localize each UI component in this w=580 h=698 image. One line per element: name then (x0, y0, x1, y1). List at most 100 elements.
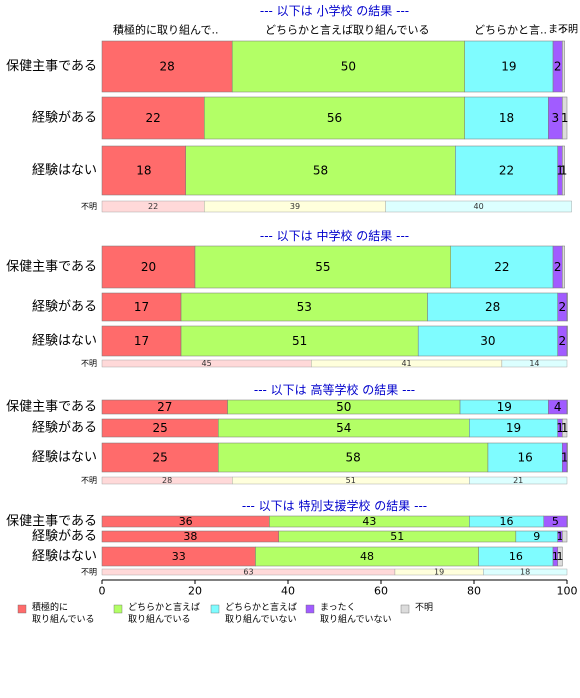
data-label: 28 (485, 300, 500, 314)
bar-segment (204, 96, 465, 140)
unknown-data-label: 63 (243, 568, 253, 577)
bar-segment (562, 530, 568, 543)
data-label: 27 (157, 400, 172, 414)
bar-segment (566, 325, 568, 357)
data-label: 51 (390, 530, 404, 543)
bar-segment (562, 96, 568, 140)
data-label: 2 (554, 260, 562, 274)
panel-title: --- 以下は 小学校 の結果 --- (260, 3, 409, 18)
column-header: どちらかと言えば取り組んでいる (265, 24, 429, 37)
data-label: 1 (556, 421, 564, 435)
legend-label: 取り組んでいる (32, 613, 95, 625)
unknown-data-label: 40 (474, 202, 484, 211)
data-label: 22 (494, 260, 509, 274)
data-label: 18 (499, 111, 514, 125)
panel-title: --- 以下は 中学校 の結果 --- (260, 228, 409, 243)
data-label: 33 (172, 550, 186, 563)
bar-segment (194, 245, 451, 289)
unknown-data-label: 28 (162, 476, 172, 485)
data-label: 36 (179, 515, 193, 528)
legend-label: 取り組んでいない (225, 613, 297, 625)
data-label: 1 (552, 550, 559, 563)
data-label: 53 (297, 300, 312, 314)
bar-segment (562, 245, 565, 289)
bar-segment (450, 245, 554, 289)
legend-label: どちらかと言えば (128, 601, 200, 613)
bar-segment (180, 292, 428, 322)
bar-segment (562, 145, 565, 196)
data-label: 22 (146, 111, 161, 125)
unknown-data-label: 14 (529, 359, 539, 368)
legend-label: 積極的に (32, 601, 68, 613)
legend-label: どちらかと言えば (225, 601, 297, 613)
bar-segment (101, 245, 196, 289)
x-tick-label: 20 (188, 585, 202, 598)
data-label: 2 (559, 334, 567, 348)
column-header: 積極的に取り組んで.. (113, 23, 218, 37)
unknown-data-label: 22 (148, 202, 158, 211)
bar-segment (185, 145, 456, 196)
bar-segment (101, 325, 182, 357)
bar-segment (101, 442, 219, 473)
panel-title: --- 以下は 特別支援学校 の結果 --- (242, 498, 427, 513)
legend-label: まったく (320, 602, 356, 613)
data-label: 28 (159, 60, 174, 74)
data-label: 17 (134, 334, 149, 348)
data-label: 16 (518, 451, 533, 465)
column-header: どちらかと言.. (474, 24, 547, 37)
unknown-data-label: 21 (513, 476, 523, 485)
data-label: 25 (152, 421, 167, 435)
legend-swatch (305, 604, 315, 614)
data-label: 30 (480, 334, 495, 348)
data-label: 16 (509, 550, 523, 563)
bar-segment (101, 292, 182, 322)
data-label: 48 (360, 550, 374, 563)
unknown-data-label: 51 (346, 476, 356, 485)
row-label: 保健主事である (6, 400, 97, 415)
unknown-data-label: 45 (202, 359, 212, 368)
bar-segment (566, 399, 568, 415)
row-label: 保健主事である (6, 514, 97, 529)
legend-label: 取り組んでいない (320, 613, 392, 625)
bar-segment (101, 96, 205, 140)
legend-swatch (113, 604, 123, 614)
bar-segment (557, 546, 563, 567)
unknown-bar-segment (385, 200, 572, 213)
data-label: 54 (336, 421, 351, 435)
data-label: 50 (341, 60, 356, 74)
column-header: まっ.. (548, 24, 574, 36)
bar-segment (562, 40, 565, 93)
legend-swatch (17, 604, 27, 614)
bar-segment (566, 442, 568, 473)
data-label: 2 (559, 300, 567, 314)
row-label: 経験はない (32, 450, 97, 465)
data-label: 16 (500, 515, 514, 528)
bar-segment (562, 418, 568, 438)
data-label: 5 (552, 515, 559, 528)
data-label: 1 (561, 111, 569, 125)
bar-segment (487, 442, 563, 473)
unknown-row-label: 不明 (81, 359, 97, 368)
data-label: 9 (533, 530, 540, 543)
legend-label: 不明 (415, 602, 433, 613)
x-tick-label: 0 (99, 585, 106, 598)
data-label: 1 (556, 164, 564, 178)
bar-segment (455, 145, 558, 196)
data-label: 18 (136, 164, 151, 178)
data-label: 55 (315, 260, 330, 274)
data-label: 1 (560, 164, 568, 178)
data-label: 58 (345, 451, 360, 465)
unknown-row-label: 不明 (81, 568, 97, 577)
row-label: 経験はない (32, 334, 97, 349)
bar-segment (464, 96, 549, 140)
row-label: 経験はない (32, 163, 97, 178)
unknown-data-label: 19 (434, 568, 444, 577)
row-label: 保健主事である (6, 59, 97, 74)
row-label: 保健主事である (6, 260, 97, 275)
x-tick-label: 100 (557, 585, 578, 598)
data-label: 19 (501, 60, 516, 74)
data-label: 1 (557, 550, 564, 563)
data-label: 43 (362, 515, 376, 528)
